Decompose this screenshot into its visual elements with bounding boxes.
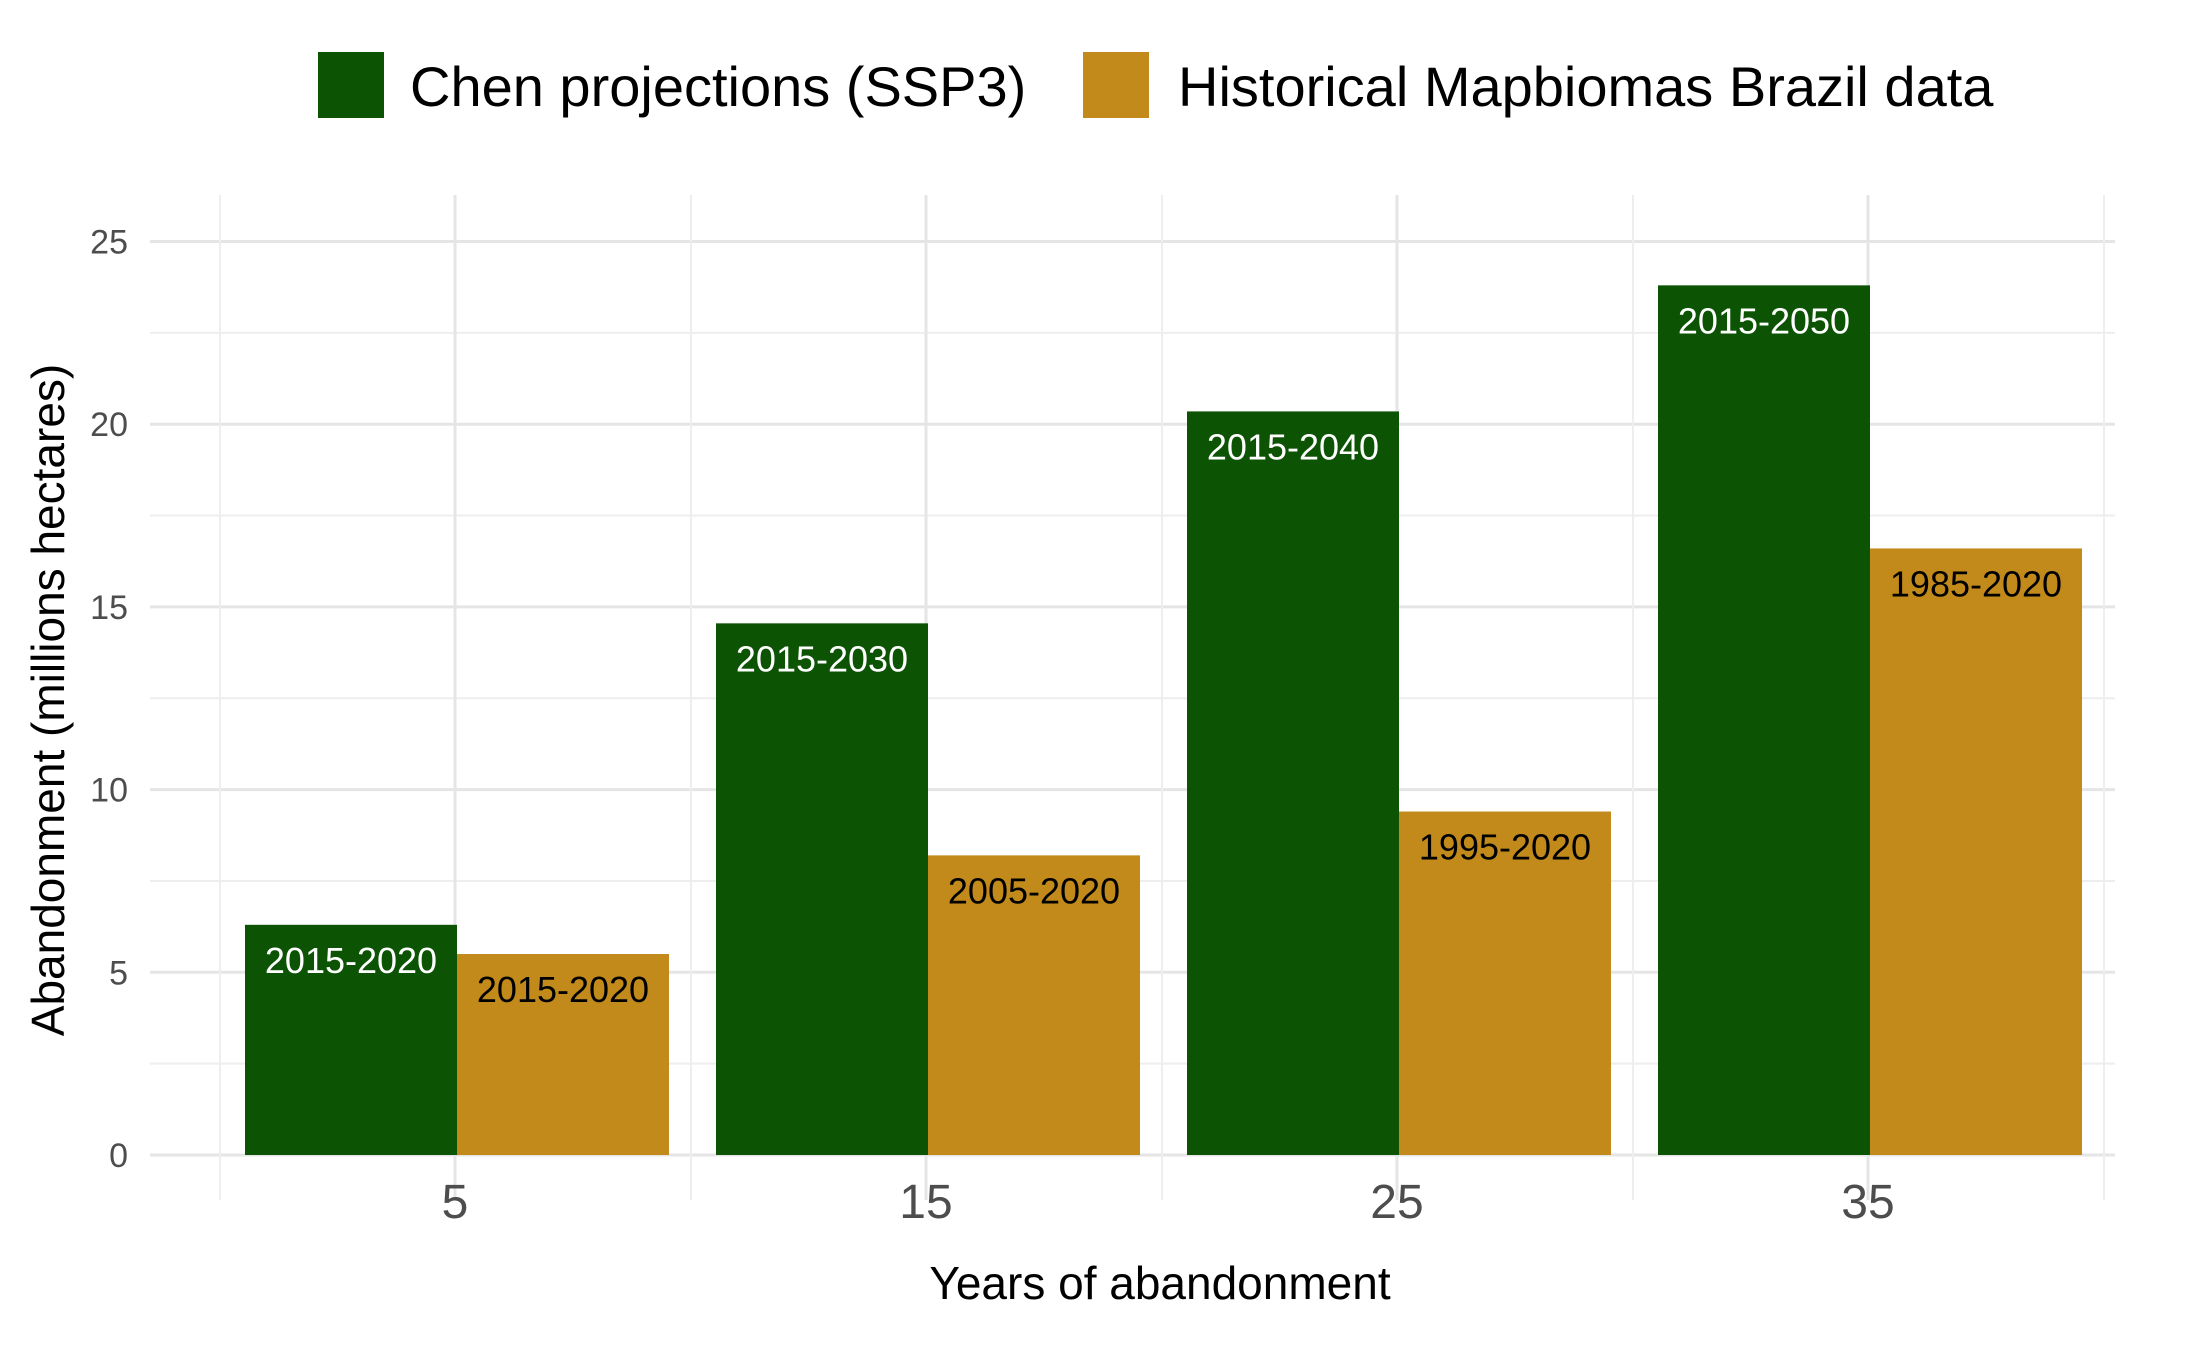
bar-label: 2015-2030 [736, 638, 908, 679]
y-tick-label: 20 [90, 406, 128, 444]
y-tick-label: 10 [90, 772, 128, 810]
bar-series-1-cat-5 [457, 954, 669, 1155]
bar-series-1-cat-35 [1870, 548, 2082, 1155]
bar-label: 2015-2020 [477, 969, 649, 1010]
legend: Chen projections (SSP3) Historical Mapbi… [318, 52, 1994, 118]
legend-label-mapbiomas: Historical Mapbiomas Brazil data [1178, 55, 1994, 118]
y-tick-label: 0 [109, 1137, 128, 1175]
y-tick-label: 5 [109, 954, 128, 992]
x-axis-ticks: 5 15 25 35 [442, 1176, 1895, 1229]
legend-label-chen: Chen projections (SSP3) [410, 55, 1026, 118]
bar-labels: 2015-2020 2015-2030 2015-2040 2015-2050 2015… [265, 300, 2062, 1010]
bar-series-0-cat-15 [716, 623, 928, 1155]
legend-swatch-mapbiomas [1083, 52, 1149, 118]
bar-label: 2015-2050 [1678, 300, 1850, 341]
bar-series-1-cat-15 [928, 855, 1140, 1155]
bar-label: 2015-2020 [265, 940, 437, 981]
x-tick-label: 35 [1841, 1176, 1894, 1229]
x-axis-title: Years of abandonment [929, 1257, 1390, 1309]
y-tick-label: 25 [90, 224, 128, 262]
bar-series-0-cat-5 [245, 924, 457, 1155]
bar-label: 1985-2020 [1890, 563, 2062, 604]
x-tick-label: 15 [899, 1176, 952, 1229]
y-axis-title: Abandonment (millions hectares) [22, 364, 74, 1036]
bar-series-1-cat-25 [1399, 811, 1611, 1155]
bars [245, 285, 2082, 1155]
x-tick-label: 5 [442, 1176, 469, 1229]
bar-label: 2015-2040 [1207, 426, 1379, 467]
legend-swatch-chen [318, 52, 384, 118]
x-tick-label: 25 [1370, 1176, 1423, 1229]
bar-label: 2005-2020 [948, 870, 1120, 911]
bar-label: 1995-2020 [1419, 827, 1591, 868]
bar-series-0-cat-35 [1658, 285, 1870, 1155]
bar-series-0-cat-25 [1187, 411, 1399, 1155]
y-tick-label: 15 [90, 589, 128, 627]
y-axis-ticks: 0 5 10 15 20 25 [90, 224, 128, 1176]
